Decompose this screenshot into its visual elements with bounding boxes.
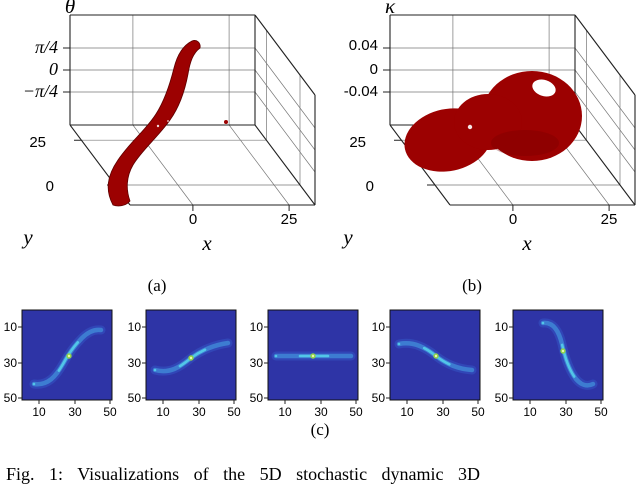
- y-tick-label: 25: [349, 134, 366, 151]
- axes-box: [63, 14, 316, 211]
- speckle: [467, 124, 473, 130]
- figure-caption: Fig. 1: Visualizations of the 5D stochas…: [6, 464, 481, 484]
- x-tick-label: 30: [314, 405, 328, 419]
- z-axis-title: θ: [65, 0, 75, 18]
- y-tick-label: 50: [495, 391, 509, 405]
- y-tick-label: 0: [366, 178, 374, 195]
- subfigure-label-c: (c): [310, 420, 330, 439]
- x-tick-label: 30: [559, 405, 573, 419]
- x-tick-label: 0: [189, 211, 197, 228]
- y-tick-label: 30: [372, 356, 386, 370]
- tick-marks: [18, 326, 111, 404]
- y-tick-label: 10: [128, 320, 142, 334]
- y-tick-label: 30: [128, 356, 142, 370]
- x-tick-label: 10: [523, 405, 537, 419]
- x-axis-label: x: [521, 231, 532, 255]
- y-tick-label: 50: [372, 391, 386, 405]
- isosurface-blob: [404, 71, 582, 172]
- tick-marks: [386, 326, 479, 404]
- z-tick-label: -0.04: [344, 83, 378, 100]
- x-tick-label: 0: [509, 211, 517, 228]
- speckle: [161, 131, 165, 135]
- x-tick-label: 10: [156, 405, 170, 419]
- tick-marks: [142, 326, 235, 404]
- subfigure-label-a: (a): [147, 276, 167, 295]
- x-tick-label: 30: [436, 405, 450, 419]
- speckle: [167, 120, 169, 122]
- heatmap-frame: [389, 309, 481, 401]
- x-axis-label: x: [201, 231, 212, 255]
- torus-hole: [532, 79, 556, 97]
- x-tick-label: 10: [400, 405, 414, 419]
- heatmap-panel-3: 10 30 50 10 30 50: [250, 309, 363, 419]
- peak-dot: [434, 354, 438, 358]
- heatmap-panel-1: 10 30 50 10 30 50: [4, 309, 117, 419]
- x-tick-label: 50: [594, 405, 608, 419]
- isosurface-tube: [107, 40, 228, 207]
- y-tick-label: 30: [4, 356, 18, 370]
- shading: [491, 130, 559, 156]
- heatmap-curve-core: [541, 321, 595, 387]
- stray-dot: [224, 120, 228, 124]
- 3d-plot-kappa: κ 0.04 0 -0.04 25 0 0 25 x y: [341, 0, 636, 255]
- 3d-plot-theta: θ π/4 0 −π/4 25 0 0 25 x y: [21, 0, 316, 255]
- z-axis-title: κ: [385, 0, 396, 18]
- z-tick-label: −π/4: [23, 81, 58, 101]
- heatmap-panel-4: 10 30 50 10 30 50: [372, 309, 485, 419]
- x-tick-label: 50: [227, 405, 241, 419]
- peak-dot: [311, 354, 315, 358]
- y-tick-label: 30: [250, 356, 264, 370]
- y-tick-label: 30: [495, 356, 509, 370]
- tick-marks: [383, 47, 610, 211]
- heatmap-curve-core: [32, 328, 103, 386]
- x-tick-label: 50: [471, 405, 485, 419]
- x-tick-label: 25: [281, 211, 298, 228]
- peak-dot: [561, 349, 565, 353]
- axes-grid: [70, 15, 316, 206]
- y-axis-label: y: [21, 225, 33, 249]
- tick-marks: [264, 326, 357, 404]
- speckle: [156, 124, 160, 128]
- subfigure-label-b: (b): [462, 276, 482, 295]
- z-tick-label: 0: [370, 61, 378, 78]
- x-tick-label: 25: [601, 211, 618, 228]
- peak-dot: [189, 356, 193, 360]
- y-tick-label: 0: [46, 178, 54, 195]
- x-tick-label: 30: [68, 405, 82, 419]
- y-tick-label: 10: [372, 320, 386, 334]
- y-axis-label: y: [341, 225, 353, 249]
- y-tick-label: 50: [4, 391, 18, 405]
- y-tick-label: 50: [250, 391, 264, 405]
- heatmap-frame: [512, 309, 604, 401]
- heatmap-frame: [145, 309, 237, 401]
- y-tick-label: 50: [128, 391, 142, 405]
- x-tick-label: 50: [103, 405, 117, 419]
- y-tick-label: 10: [250, 320, 264, 334]
- y-tick-label: 10: [495, 320, 509, 334]
- heatmap-frame: [21, 309, 113, 401]
- x-tick-label: 50: [349, 405, 363, 419]
- y-tick-label: 10: [4, 320, 18, 334]
- peak-dot: [67, 354, 71, 358]
- heatmap-panel-2: 10 30 50 10 30 50: [128, 309, 241, 419]
- x-tick-label: 30: [192, 405, 206, 419]
- z-tick-label: π/4: [35, 37, 58, 57]
- tick-marks: [509, 326, 602, 404]
- z-tick-label: 0: [49, 59, 58, 79]
- z-tick-label: 0.04: [349, 37, 378, 54]
- heatmap-panel-5: 10 30 50 10 30 50: [495, 309, 608, 419]
- y-tick-label: 25: [29, 134, 46, 151]
- x-tick-label: 10: [278, 405, 292, 419]
- heatmap-frame: [267, 309, 359, 401]
- x-tick-label: 10: [32, 405, 46, 419]
